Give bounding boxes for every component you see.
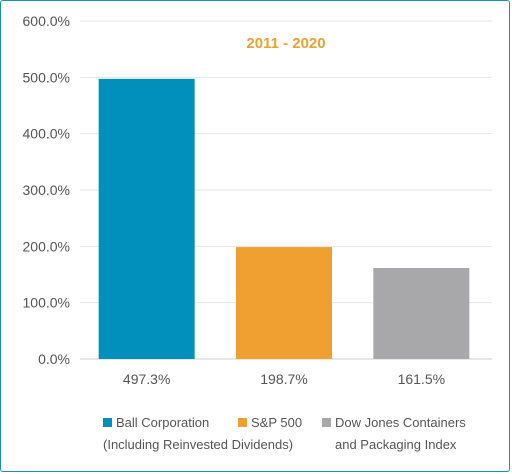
legend-label-line2: and Packaging Index bbox=[335, 437, 457, 452]
data-label: 497.3% bbox=[123, 371, 170, 387]
legend-swatch bbox=[322, 418, 331, 427]
y-tick-label: 100.0% bbox=[23, 295, 70, 311]
legend-swatch bbox=[103, 418, 112, 427]
bars bbox=[98, 78, 470, 359]
y-tick-label: 200.0% bbox=[23, 238, 70, 254]
data-label: 161.5% bbox=[398, 371, 445, 387]
bar bbox=[236, 247, 332, 359]
y-tick-label: 400.0% bbox=[23, 126, 70, 142]
data-label: 198.7% bbox=[260, 371, 307, 387]
chart-title: 2011 - 2020 bbox=[246, 35, 325, 52]
y-axis: 0.0% 100.0% 200.0% 300.0% 400.0% 500.0% 600.0% bbox=[23, 13, 70, 367]
y-tick-label: 500.0% bbox=[23, 69, 70, 85]
legend-swatch bbox=[238, 418, 247, 427]
legend: Ball Corporation (Including Reinvested Di… bbox=[103, 415, 466, 452]
legend-label: Ball Corporation bbox=[116, 415, 209, 430]
legend-label-line2: (Including Reinvested Dividends) bbox=[103, 437, 293, 452]
legend-label: S&P 500 bbox=[251, 415, 302, 430]
data-labels: 497.3% 198.7% 161.5% bbox=[123, 371, 445, 387]
bar bbox=[98, 78, 195, 359]
y-tick-label: 600.0% bbox=[23, 13, 70, 29]
legend-label: Dow Jones Containers bbox=[335, 415, 466, 430]
y-tick-label: 0.0% bbox=[38, 351, 70, 367]
y-tick-label: 300.0% bbox=[23, 182, 70, 198]
bar bbox=[373, 268, 470, 359]
